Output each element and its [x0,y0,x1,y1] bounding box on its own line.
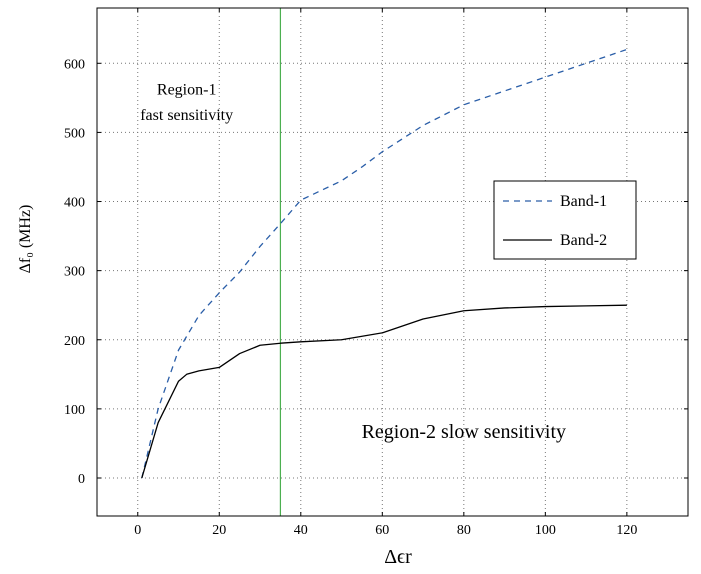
y-tick-label: 400 [64,196,85,211]
x-tick-label: 0 [134,523,141,538]
legend-label-band-1: Band-1 [560,193,607,210]
x-tick-label: 20 [212,523,226,538]
y-tick-label: 200 [64,334,85,349]
annotations: Region-1 fast sensitivity Region-2 slow se… [140,81,566,443]
y-tick-label: 0 [78,472,85,487]
series-line-band-2 [141,304,627,479]
y-tick-label: 600 [64,57,85,72]
plot-marks [141,8,628,516]
annotation-label: Region-2 slow sensitivity [362,421,566,443]
x-tick-label: 40 [294,523,308,538]
y-tick-label: 100 [64,403,85,418]
y-tick-label: 500 [64,126,85,141]
annotation-label: Region-1 [157,81,217,98]
legend-label-band-2: Band-2 [560,232,607,249]
x-tick-label: 120 [616,523,637,538]
y-axis-label: Δf₀ (MHz) [17,205,34,274]
ticks: 0 20 40 60 80 100 120 0 100 200 300 400 500 600 [64,8,688,538]
legend: Band-1 Band-2 [493,180,637,260]
plot-frame [96,7,689,517]
legend-box [493,180,637,260]
x-tick-label: 60 [375,523,389,538]
x-tick-label: 100 [535,523,556,538]
y-tick-label: 300 [64,265,85,280]
x-tick-label: 80 [457,523,471,538]
annotation-label: fast sensitivity [140,107,233,124]
x-axis-label: Δϵr [384,546,412,568]
